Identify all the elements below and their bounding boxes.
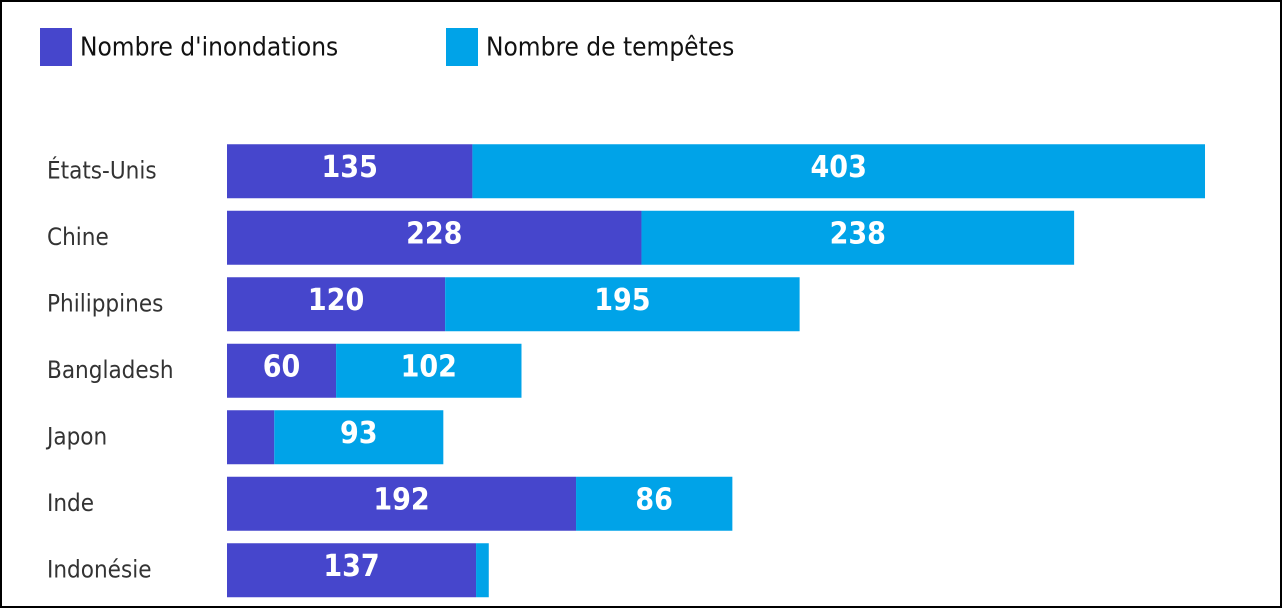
y-tick-label: Chine (47, 223, 109, 251)
bar-segment (274, 410, 444, 465)
bar-segment (472, 144, 1206, 199)
bar-segment (227, 210, 642, 265)
legend-label: Nombre de tempêtes (486, 33, 734, 63)
bar-segment (576, 476, 733, 531)
data-label: 195 (594, 283, 650, 318)
y-tick-label: Philippines (47, 289, 163, 317)
y-tick-label: Indonésie (47, 555, 151, 583)
legend-swatch (446, 28, 478, 66)
bar-segment (227, 543, 477, 598)
bar-segment (227, 144, 473, 199)
bar-segment (445, 277, 800, 332)
bar-segment (227, 277, 446, 332)
data-label: 102 (401, 349, 457, 384)
data-label: 238 (830, 216, 886, 251)
data-label: 137 (323, 549, 379, 584)
y-tick-label: Japon (45, 422, 107, 450)
data-label: 93 (340, 416, 378, 451)
data-label: 135 (322, 150, 378, 185)
data-label: 228 (406, 216, 462, 251)
data-label: 60 (263, 349, 301, 384)
data-label: 192 (373, 482, 429, 517)
bar-segment (227, 476, 577, 531)
legend-swatch (40, 28, 72, 66)
y-tick-label: États-Unis (47, 155, 157, 184)
bar-segment (641, 210, 1075, 265)
bar-segment (227, 343, 337, 398)
data-label: 120 (308, 283, 364, 318)
data-label: 403 (811, 150, 867, 185)
bar-segment (227, 410, 275, 465)
bar-segment (476, 543, 489, 598)
data-label: 86 (635, 482, 673, 517)
bar-segment (336, 343, 522, 398)
legend-label: Nombre d'inondations (80, 33, 338, 63)
y-tick-label: Bangladesh (47, 356, 174, 384)
y-tick-label: Inde (47, 489, 94, 517)
